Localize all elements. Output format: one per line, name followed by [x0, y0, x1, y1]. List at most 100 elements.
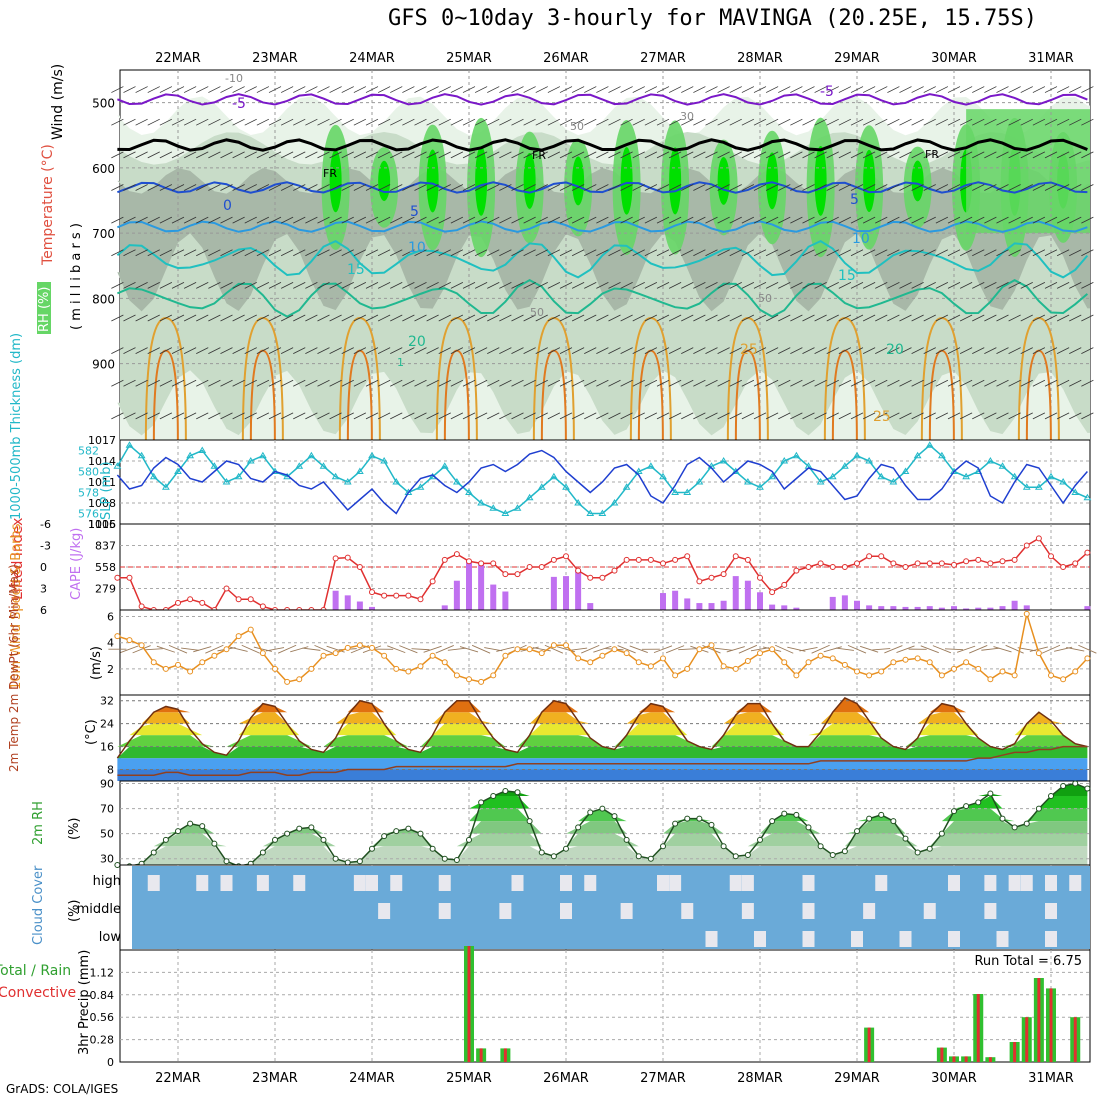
wind-barb	[1056, 216, 1070, 224]
wind-barb	[802, 347, 815, 354]
rh-line-point	[975, 799, 982, 806]
wind-barb	[547, 379, 561, 387]
wind-barb-10m	[544, 644, 564, 654]
wind-barb	[584, 86, 597, 93]
wind-barb	[778, 118, 791, 126]
wind-barb	[802, 216, 815, 224]
wind-speed-line-point	[356, 642, 363, 649]
wind-barb	[996, 314, 1009, 322]
wind-barb	[778, 184, 791, 191]
wind-barb	[402, 118, 415, 126]
wind-barb	[608, 151, 621, 159]
wind-barb	[305, 216, 318, 224]
wind-barb	[584, 249, 597, 257]
lifted-index-line-point	[623, 556, 630, 563]
ytick-rh: 30	[100, 853, 114, 866]
wind-barb	[499, 216, 512, 224]
rh-line-point	[405, 825, 412, 832]
wind-barb	[753, 347, 767, 354]
wind-barb-10m	[823, 646, 842, 653]
rh-line-point	[199, 823, 206, 830]
lifted-index-line-point	[890, 560, 897, 567]
wind-barb	[1056, 314, 1070, 322]
wind-barb	[875, 86, 888, 93]
ytick-cape: 837	[95, 540, 116, 553]
wind-barb-10m	[593, 645, 612, 653]
cloud-gap	[1069, 875, 1082, 891]
precip-conv-bar	[976, 994, 980, 1062]
ylabel-thickness: 1000-500mb Thickness (dm)	[9, 333, 24, 520]
wind-barb	[656, 249, 670, 257]
wind-barb	[1044, 314, 1058, 322]
wind-barb	[972, 249, 985, 257]
wind-barb	[232, 412, 245, 420]
wind-barb	[159, 412, 173, 420]
rh-line-point	[356, 858, 363, 865]
rh-line-point	[817, 843, 824, 850]
wind-barb	[632, 184, 645, 191]
lifted-index-line-point	[114, 574, 121, 581]
wind-speed-line-point	[381, 652, 388, 659]
wind-barb	[717, 379, 730, 387]
wind-barb	[232, 281, 245, 289]
wind-barb	[414, 86, 427, 93]
wind-barb	[208, 118, 221, 126]
wind-barb	[996, 184, 1009, 191]
wind-barb-10m	[835, 647, 854, 651]
wind-barb	[778, 249, 791, 257]
wind-barb	[111, 86, 124, 93]
wind-barb	[353, 151, 367, 159]
wind-speed-line-point	[453, 672, 460, 679]
wind-speed-line-point	[732, 665, 739, 672]
wind-barb	[268, 412, 282, 420]
ytick-temp: 24	[100, 718, 114, 731]
wind-barb	[123, 184, 136, 191]
rh-line-point	[938, 830, 945, 837]
lifted-index-line-point	[878, 553, 885, 560]
wind-barb	[402, 216, 415, 224]
wind-barb	[402, 379, 415, 387]
wind-barb	[608, 412, 621, 420]
wind-barb	[765, 86, 779, 93]
wind-barb	[765, 314, 779, 322]
isotherm-line	[116, 239, 1089, 279]
wind-barb	[996, 249, 1009, 257]
wind-barb	[911, 281, 924, 289]
wind-barb	[693, 412, 706, 420]
date-label-top: 28MAR	[737, 51, 783, 66]
wind-barb	[862, 216, 876, 224]
wind-barb	[353, 216, 367, 224]
lifted-index-line-point	[138, 603, 145, 610]
thickness-line-point	[598, 509, 607, 516]
rh-band	[117, 846, 1088, 865]
wind-barb	[608, 314, 621, 322]
wind-barb	[802, 314, 815, 322]
wind-barb	[171, 281, 185, 289]
cloud-gap	[948, 875, 960, 891]
wind-barb	[656, 151, 670, 159]
cloud-gap	[438, 903, 451, 919]
wind-barb	[571, 249, 585, 257]
thickness-line-point	[877, 472, 886, 480]
wind-barb-10m	[969, 645, 988, 654]
wind-barb	[317, 86, 330, 93]
wind-barb	[838, 379, 852, 387]
wind-barb	[293, 249, 306, 257]
wind-barb	[862, 86, 876, 93]
wind-barb	[268, 314, 282, 322]
cloud-gap	[390, 875, 403, 891]
wind-barb	[887, 184, 900, 191]
contour-label: 20	[886, 342, 904, 358]
wind-barb	[280, 379, 294, 387]
wind-barb	[571, 379, 585, 387]
wind-barb	[353, 379, 367, 387]
wind-barb	[959, 379, 973, 387]
wind-barb	[232, 216, 245, 224]
wind-barb	[438, 86, 451, 93]
wind-barb	[1081, 151, 1094, 159]
wind-barb	[644, 412, 658, 420]
wind-barb	[1044, 412, 1058, 420]
precip-conv-bar	[1037, 978, 1041, 1062]
rh-line-point	[914, 849, 921, 856]
date-label-bottom: 28MAR	[737, 1071, 783, 1086]
